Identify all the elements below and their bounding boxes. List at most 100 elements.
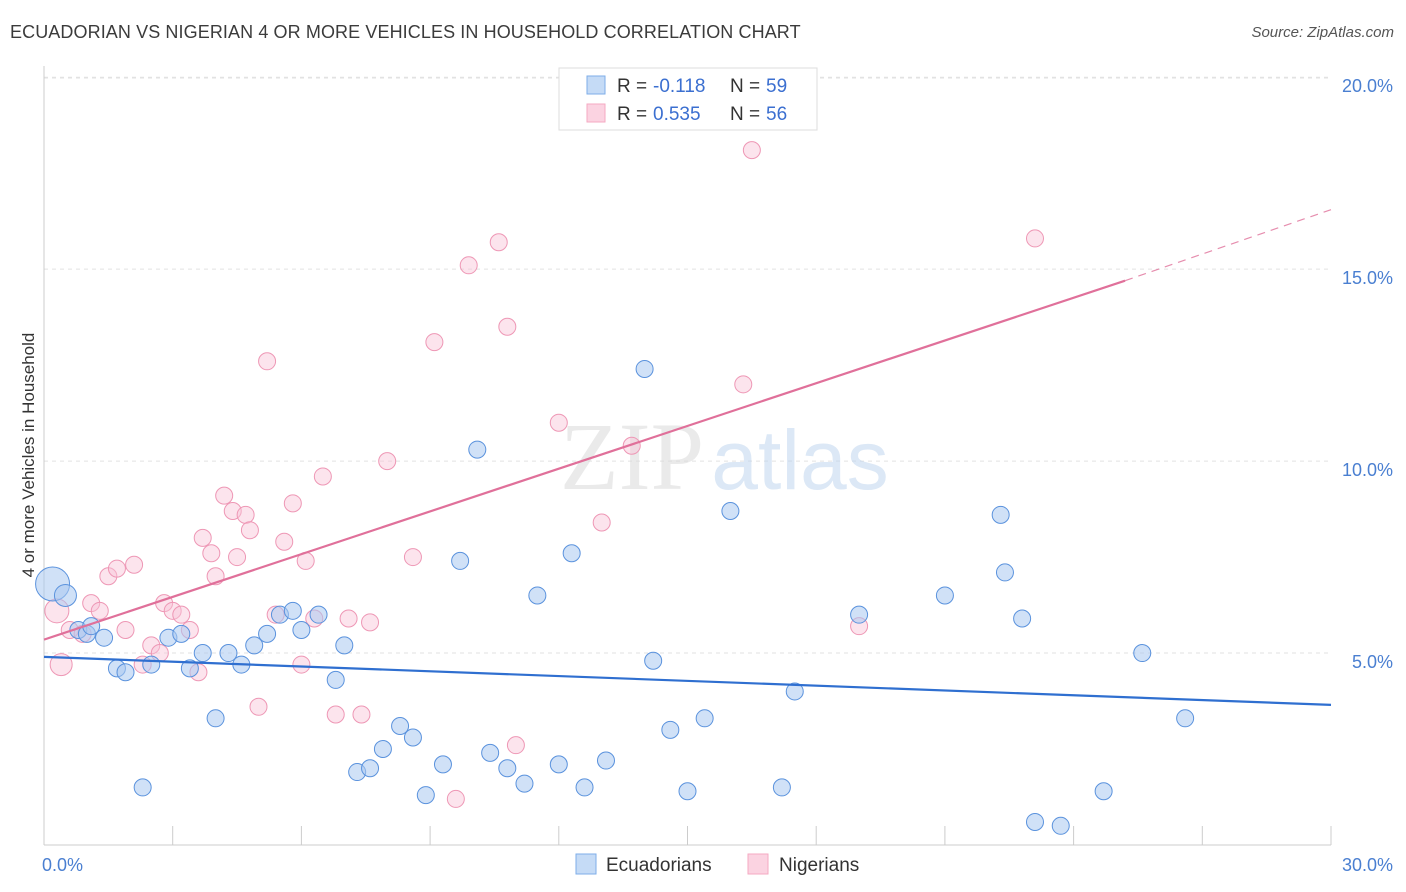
nigerians-point bbox=[734, 375, 753, 394]
ecuadorians-points bbox=[35, 359, 1195, 835]
legend-swatch-nigerians bbox=[586, 103, 606, 123]
ecuadorians-point bbox=[1094, 782, 1113, 801]
ecuadorians-point bbox=[193, 644, 212, 663]
ecuadorians-point bbox=[995, 563, 1014, 582]
nigerians-point bbox=[249, 697, 268, 716]
bottom-legend-label-nigerians: Nigerians bbox=[779, 855, 859, 876]
ecuadorians-point bbox=[528, 586, 547, 605]
nigerians-point bbox=[403, 548, 422, 567]
nigerians-point bbox=[125, 555, 144, 574]
nigerians-point bbox=[275, 532, 294, 551]
nigerians-point bbox=[292, 655, 311, 674]
nigerians-point bbox=[193, 528, 212, 547]
x-tick-labels: 0.0% 30.0% bbox=[42, 855, 1393, 875]
axes bbox=[43, 66, 1332, 846]
ecuadorians-point bbox=[1051, 816, 1070, 835]
ecuadorians-point bbox=[481, 743, 500, 762]
legend-r-label-ecuadorians: R = bbox=[617, 76, 647, 97]
ecuadorians-point bbox=[772, 778, 791, 797]
nigerians-point bbox=[506, 736, 525, 755]
ecuadorians-point bbox=[245, 636, 264, 655]
nigerians-point bbox=[240, 521, 259, 540]
legend-r-label-nigerians: R = bbox=[617, 104, 647, 125]
watermark-zip: ZIP bbox=[560, 403, 704, 510]
ecuadorians-point bbox=[391, 716, 410, 735]
legend-n-value-ecuadorians: 59 bbox=[766, 76, 787, 97]
nigerians-point bbox=[378, 452, 397, 471]
legend-n-value-nigerians: 56 bbox=[766, 104, 787, 125]
nigerians-point bbox=[107, 559, 126, 578]
ecuadorians-point bbox=[515, 774, 534, 793]
ecuadorians-point bbox=[644, 651, 663, 670]
trend-lines bbox=[43, 209, 1332, 706]
ecuadorians-point bbox=[991, 505, 1010, 524]
ecuadorians-point bbox=[172, 624, 191, 643]
legend-n-label-ecuadorians: N = bbox=[730, 76, 760, 97]
ecuadorians-point bbox=[1176, 709, 1195, 728]
nigerians-point bbox=[742, 141, 761, 160]
nigerians-point bbox=[163, 601, 182, 620]
nigerians-point bbox=[202, 544, 221, 563]
nigerians-point bbox=[361, 613, 380, 632]
chart-title: ECUADORIAN VS NIGERIAN 4 OR MORE VEHICLE… bbox=[10, 22, 801, 42]
ecuadorians-point bbox=[219, 644, 238, 663]
ecuadorians-point bbox=[468, 440, 487, 459]
ecuadorians-point bbox=[575, 778, 594, 797]
nigerians-point bbox=[446, 789, 465, 808]
nigerians-point bbox=[49, 653, 73, 677]
legend-n-label-nigerians: N = bbox=[730, 104, 760, 125]
y-tick-label: 20.0% bbox=[1342, 76, 1393, 96]
nigerians-point bbox=[459, 256, 478, 275]
x-tick-label: 0.0% bbox=[42, 855, 83, 875]
ecuadorians-point bbox=[695, 709, 714, 728]
nigerians-point bbox=[326, 705, 345, 724]
ecuadorians-point bbox=[133, 778, 152, 797]
bottom-legend-label-ecuadorians: Ecuadorians bbox=[606, 855, 712, 876]
nigerians-point bbox=[116, 621, 135, 640]
nigerians-point bbox=[489, 233, 508, 252]
y-tick-label: 15.0% bbox=[1342, 268, 1393, 288]
nigerians-point bbox=[258, 352, 277, 371]
nigerians-point bbox=[215, 486, 234, 505]
gridlines bbox=[44, 76, 1331, 654]
nigerians-point bbox=[1025, 229, 1044, 248]
ecuadorians-point bbox=[678, 782, 697, 801]
nigerians-point bbox=[549, 413, 568, 432]
nigerians-point bbox=[339, 609, 358, 628]
nigerians-point bbox=[352, 705, 371, 724]
y-tick-labels: 5.0% 10.0% 15.0% 20.0% bbox=[1342, 76, 1393, 672]
watermark-atlas: atlas bbox=[711, 413, 888, 507]
nigerians-point bbox=[236, 505, 255, 524]
nigerians-point bbox=[228, 548, 247, 567]
ecuadorians-point bbox=[53, 583, 77, 607]
legend-r-value-nigerians: 0.535 bbox=[653, 104, 701, 125]
ecuadorians-point bbox=[206, 709, 225, 728]
ecuadorians-point bbox=[116, 663, 135, 682]
nigerians-point bbox=[90, 601, 109, 620]
y-axis-title: 4 or more Vehicles in Household bbox=[19, 333, 38, 578]
ecuadorians-point bbox=[283, 601, 302, 620]
stats-legend: R = -0.118 N = 59 R = 0.535 N = 56 bbox=[558, 67, 818, 131]
legend-swatch-ecuadorians bbox=[586, 75, 606, 95]
ecuadorians-point bbox=[258, 624, 277, 643]
ecuadorians-point bbox=[635, 359, 654, 378]
ecuadorians-point bbox=[309, 605, 328, 624]
y-tick-label: 5.0% bbox=[1352, 652, 1393, 672]
ecuadorians-point bbox=[721, 502, 740, 521]
nigerians-point bbox=[313, 467, 332, 486]
y-tick-label: 10.0% bbox=[1342, 460, 1393, 480]
nigerians-point bbox=[498, 317, 517, 336]
ecuadorians-point bbox=[292, 621, 311, 640]
ecuadorians-point bbox=[433, 755, 452, 774]
ecuadorians-point bbox=[850, 605, 869, 624]
ecuadorians-point bbox=[549, 755, 568, 774]
ecuadorians-point bbox=[416, 786, 435, 805]
series-legend: Ecuadorians Nigerians bbox=[575, 853, 859, 876]
nigerians-point bbox=[622, 436, 641, 455]
ecuadorians-point bbox=[403, 728, 422, 747]
ecuadorians-point bbox=[562, 544, 581, 563]
ecuadorians-point bbox=[661, 720, 680, 739]
nigerians-point bbox=[172, 605, 191, 624]
ecuadorians-point bbox=[785, 682, 804, 701]
x-tick-label: 30.0% bbox=[1342, 855, 1393, 875]
